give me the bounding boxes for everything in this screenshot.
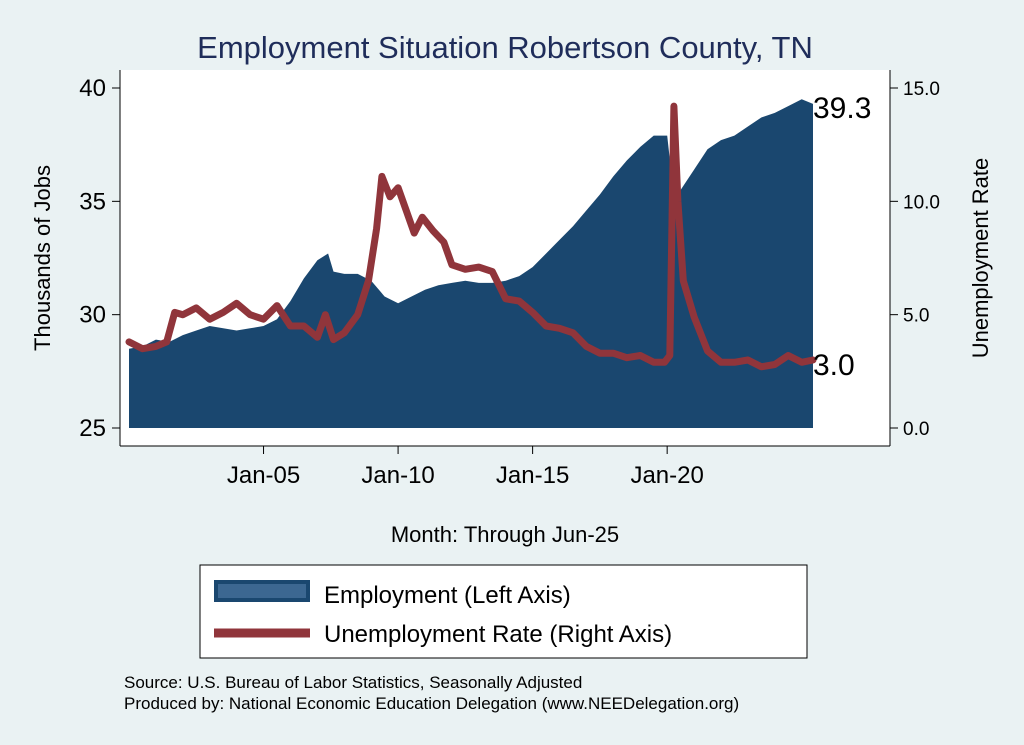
chart-title: Employment Situation Robertson County, T… [197, 30, 813, 65]
legend-employment-label: Employment (Left Axis) [324, 582, 571, 609]
employment-area [129, 99, 813, 429]
y-left-tick-label-1: 30 [79, 302, 106, 329]
y-axis-left-label: Thousands of Jobs [30, 165, 55, 351]
y-right-tick-label-1: 5.0 [903, 306, 929, 327]
y-left-tick-label-0: 25 [79, 415, 106, 442]
ticks-layer: 25 30 35 40 0.0 5.0 10.0 15.0 Jan-05 Jan-10 Jan-15… [79, 75, 940, 489]
producer-note: Produced by: National Economic Education… [124, 694, 739, 713]
last-employment-label: 39.3 [813, 92, 871, 125]
legend: Employment (Left Axis) Unemployment Rate… [199, 564, 808, 659]
x-tick-label-2: Jan-15 [496, 462, 569, 489]
legend-employment-swatch-inner [218, 584, 306, 598]
source-note: Source: U.S. Bureau of Labor Statistics,… [124, 673, 582, 692]
y-axis-right-label: Unemployment Rate [968, 158, 993, 359]
y-left-tick-label-3: 40 [79, 75, 106, 102]
x-tick-label-3: Jan-20 [630, 462, 703, 489]
unemployment-rate-line [125, 102, 817, 371]
y-left-tick-label-2: 35 [79, 188, 106, 215]
legend-unemployment-label: Unemployment Rate (Right Axis) [324, 621, 672, 648]
x-tick-label-0: Jan-05 [227, 462, 300, 489]
last-unemployment-label: 3.0 [813, 349, 855, 382]
x-tick-label-1: Jan-10 [361, 462, 434, 489]
x-axis-label: Month: Through Jun-25 [391, 522, 619, 547]
y-right-tick-label-2: 10.0 [903, 192, 940, 213]
y-right-tick-label-0: 0.0 [903, 419, 929, 440]
y-right-tick-label-3: 15.0 [903, 79, 940, 100]
series-layer [125, 99, 817, 429]
